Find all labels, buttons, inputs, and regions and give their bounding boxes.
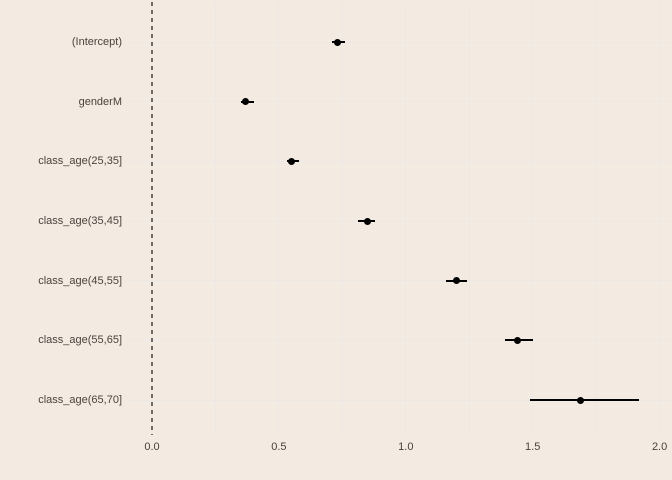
gridline-vertical: [278, 2, 280, 435]
gridline-horizontal: [128, 41, 672, 43]
x-axis-tick-label: 2.0: [651, 441, 668, 453]
data-point: [242, 98, 250, 106]
x-axis-tick-label: 1.5: [525, 441, 541, 453]
gridline-vertical: [595, 2, 597, 435]
gridline-vertical: [214, 2, 216, 435]
zero-reference-line: [151, 2, 153, 435]
gridline-vertical: [405, 2, 407, 435]
data-point: [364, 217, 372, 225]
data-point: [453, 277, 461, 285]
gridline-vertical: [341, 2, 343, 435]
y-axis-label: class_age(65,70]: [38, 394, 122, 407]
gridline-vertical: [468, 2, 470, 435]
gridline-horizontal: [128, 280, 672, 282]
gridline-vertical: [659, 2, 661, 435]
data-point: [333, 38, 341, 46]
y-axis-label: class_age(25,35]: [38, 155, 122, 168]
error-bar: [530, 399, 640, 402]
gridline-horizontal: [128, 399, 672, 401]
data-point: [577, 396, 585, 404]
data-point: [288, 157, 296, 165]
data-point: [513, 336, 521, 344]
x-axis-tick-label: 0.5: [271, 441, 287, 453]
y-axis-label: class_age(35,45]: [38, 215, 122, 227]
gridline-horizontal: [128, 220, 672, 222]
gridline-horizontal: [128, 101, 672, 103]
x-axis-tick-label: 0.0: [144, 441, 160, 453]
x-axis-tick-label: 1.0: [398, 441, 414, 453]
y-axis-label: (Intercept): [71, 36, 122, 48]
gridline-horizontal: [128, 160, 672, 162]
y-axis-label: genderM: [78, 95, 122, 108]
gridline-vertical: [532, 2, 534, 435]
y-axis-label: class_age(55,65]: [38, 334, 122, 347]
gridline-horizontal: [128, 339, 672, 341]
y-axis-label: class_age(45,55]: [38, 274, 122, 287]
